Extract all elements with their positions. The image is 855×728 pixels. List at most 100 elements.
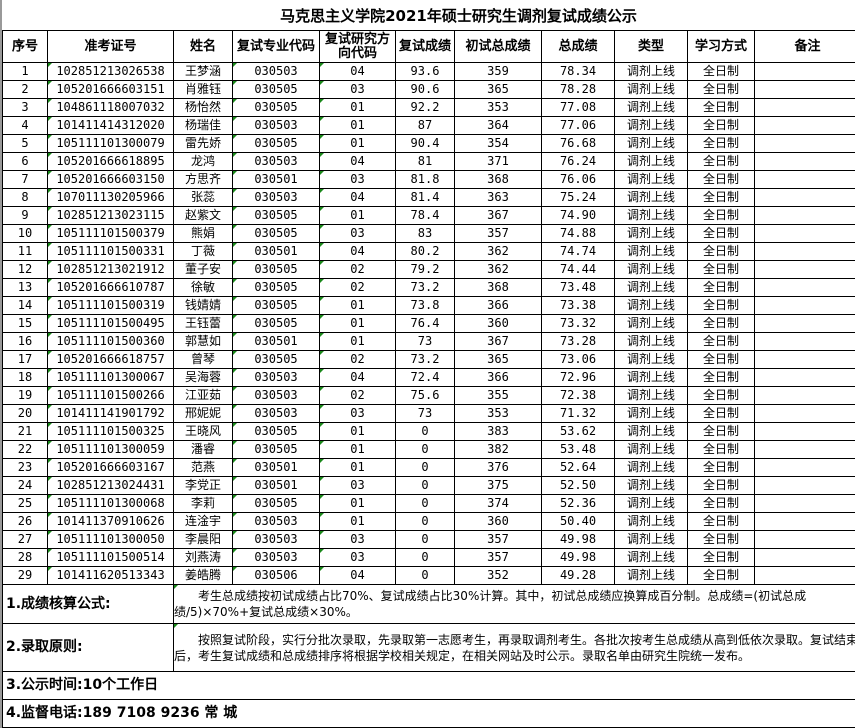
table-cell[interactable]: 4 <box>2 116 48 135</box>
table-cell[interactable]: 全日制 <box>687 530 755 549</box>
table-cell[interactable] <box>754 332 855 351</box>
table-cell[interactable] <box>754 296 855 315</box>
table-cell[interactable]: 吴海蓉 <box>173 368 233 387</box>
table-cell[interactable]: 14 <box>2 296 48 315</box>
table-cell[interactable]: 27 <box>2 530 48 549</box>
table-cell[interactable]: 105201666603150 <box>47 170 174 189</box>
table-cell[interactable]: 全日制 <box>687 98 755 117</box>
table-cell[interactable]: 030505 <box>232 98 320 117</box>
table-cell[interactable]: 030501 <box>232 476 320 495</box>
table-cell[interactable]: 04 <box>319 368 396 387</box>
table-cell[interactable]: 366 <box>454 296 542 315</box>
table-cell[interactable]: 73.2 <box>395 350 455 369</box>
table-cell[interactable]: 03 <box>319 404 396 423</box>
table-cell[interactable] <box>754 206 855 225</box>
table-cell[interactable]: 连淦宇 <box>173 512 233 531</box>
table-cell[interactable]: 78.4 <box>395 206 455 225</box>
table-cell[interactable]: 030506 <box>232 566 320 585</box>
table-cell[interactable]: 01 <box>319 332 396 351</box>
table-cell[interactable]: 01 <box>319 116 396 135</box>
table-cell[interactable]: 调剂上线 <box>614 260 688 279</box>
table-cell[interactable]: 全日制 <box>687 62 755 81</box>
table-cell[interactable] <box>754 458 855 477</box>
table-cell[interactable]: 全日制 <box>687 350 755 369</box>
table-cell[interactable]: 方思齐 <box>173 170 233 189</box>
table-cell[interactable]: 030501 <box>232 242 320 261</box>
table-cell[interactable]: 03 <box>319 224 396 243</box>
table-cell[interactable]: 0 <box>395 440 455 459</box>
table-cell[interactable]: 03 <box>319 548 396 567</box>
table-cell[interactable]: 50.40 <box>541 512 615 531</box>
table-cell[interactable]: 赵紫文 <box>173 206 233 225</box>
table-cell[interactable] <box>754 440 855 459</box>
table-cell[interactable]: 102851213021912 <box>47 260 174 279</box>
table-cell[interactable]: 董子安 <box>173 260 233 279</box>
table-cell[interactable]: 25 <box>2 494 48 513</box>
table-cell[interactable]: 调剂上线 <box>614 242 688 261</box>
table-cell[interactable]: 73.06 <box>541 350 615 369</box>
table-cell[interactable]: 352 <box>454 566 542 585</box>
table-cell[interactable]: 龙鸿 <box>173 152 233 171</box>
table-cell[interactable]: 04 <box>319 188 396 207</box>
table-cell[interactable]: 13 <box>2 278 48 297</box>
table-cell[interactable]: 030505 <box>232 278 320 297</box>
table-cell[interactable]: 潘睿 <box>173 440 233 459</box>
table-cell[interactable]: 90.6 <box>395 80 455 99</box>
table-cell[interactable]: 81.8 <box>395 170 455 189</box>
table-cell[interactable]: 030505 <box>232 224 320 243</box>
table-cell[interactable]: 73.38 <box>541 296 615 315</box>
table-cell[interactable]: 90.4 <box>395 134 455 153</box>
table-cell[interactable] <box>754 116 855 135</box>
table-cell[interactable]: 1 <box>2 62 48 81</box>
table-cell[interactable]: 030505 <box>232 206 320 225</box>
table-cell[interactable]: 101411620513343 <box>47 566 174 585</box>
table-cell[interactable]: 360 <box>454 512 542 531</box>
table-cell[interactable] <box>754 80 855 99</box>
table-cell[interactable]: 353 <box>454 404 542 423</box>
table-cell[interactable]: 371 <box>454 152 542 171</box>
table-cell[interactable]: 全日制 <box>687 422 755 441</box>
table-cell[interactable]: 105111101500319 <box>47 296 174 315</box>
table-cell[interactable]: 74.90 <box>541 206 615 225</box>
table-cell[interactable]: 105201666618757 <box>47 350 174 369</box>
table-cell[interactable]: 22 <box>2 440 48 459</box>
table-cell[interactable]: 365 <box>454 350 542 369</box>
table-cell[interactable]: 02 <box>319 386 396 405</box>
table-cell[interactable]: 74.88 <box>541 224 615 243</box>
table-cell[interactable]: 72.4 <box>395 368 455 387</box>
table-cell[interactable]: 83 <box>395 224 455 243</box>
table-cell[interactable]: 101411141901792 <box>47 404 174 423</box>
table-cell[interactable]: 02 <box>319 350 396 369</box>
table-cell[interactable]: 01 <box>319 512 396 531</box>
table-cell[interactable]: 0 <box>395 512 455 531</box>
table-cell[interactable]: 030503 <box>232 62 320 81</box>
table-cell[interactable]: 全日制 <box>687 170 755 189</box>
table-cell[interactable] <box>754 404 855 423</box>
table-cell[interactable]: 360 <box>454 314 542 333</box>
table-cell[interactable]: 熊娟 <box>173 224 233 243</box>
table-cell[interactable]: 调剂上线 <box>614 278 688 297</box>
table-cell[interactable]: 0 <box>395 458 455 477</box>
table-cell[interactable]: 87 <box>395 116 455 135</box>
table-cell[interactable]: 71.32 <box>541 404 615 423</box>
table-cell[interactable]: 359 <box>454 62 542 81</box>
table-cell[interactable]: 7 <box>2 170 48 189</box>
table-cell[interactable]: 78.34 <box>541 62 615 81</box>
table-cell[interactable]: 362 <box>454 242 542 261</box>
table-cell[interactable]: 6 <box>2 152 48 171</box>
table-cell[interactable]: 030503 <box>232 188 320 207</box>
table-cell[interactable]: 李莉 <box>173 494 233 513</box>
table-cell[interactable]: 357 <box>454 224 542 243</box>
table-cell[interactable]: 105201666618895 <box>47 152 174 171</box>
table-cell[interactable] <box>754 188 855 207</box>
table-cell[interactable]: 调剂上线 <box>614 80 688 99</box>
table-cell[interactable] <box>754 476 855 495</box>
table-cell[interactable]: 104861118007032 <box>47 98 174 117</box>
table-cell[interactable]: 030503 <box>232 530 320 549</box>
table-cell[interactable]: 73.8 <box>395 296 455 315</box>
table-cell[interactable]: 030505 <box>232 440 320 459</box>
table-cell[interactable]: 364 <box>454 116 542 135</box>
table-cell[interactable]: 调剂上线 <box>614 224 688 243</box>
table-cell[interactable]: 030505 <box>232 314 320 333</box>
table-cell[interactable]: 76.4 <box>395 314 455 333</box>
